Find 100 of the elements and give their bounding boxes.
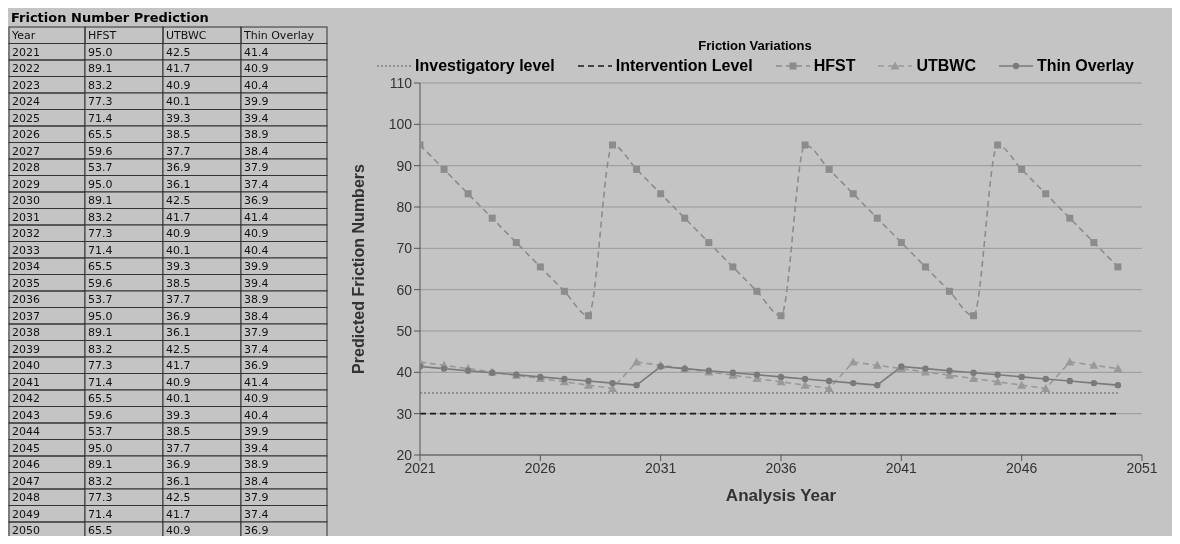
data-label: 37.7: [166, 441, 191, 455]
point: [970, 369, 977, 376]
data-label: 37.4: [244, 177, 269, 191]
point: [874, 381, 881, 389]
point: [970, 312, 978, 320]
data-label: 39.3: [166, 260, 191, 273]
data-label: 38.9: [244, 128, 269, 141]
point: [1090, 239, 1098, 247]
data-label: 38.5: [166, 425, 191, 438]
point: [993, 377, 1003, 386]
point: [825, 165, 833, 173]
point: [1065, 357, 1075, 366]
data-label: 39.4: [244, 111, 269, 125]
point: [632, 357, 642, 366]
y-tick-label: 2047: [12, 474, 40, 488]
data-label: 36.9: [166, 458, 191, 471]
data-label: 77.3: [88, 227, 113, 240]
data-label: 39.3: [166, 408, 191, 422]
data-label: 42.5: [166, 342, 191, 356]
point: [824, 383, 834, 392]
point: [946, 367, 953, 374]
y-tick-label: 2031: [12, 210, 40, 224]
point: [848, 357, 858, 366]
x-tick-label: 2036: [765, 459, 797, 476]
data-label: 83.2: [88, 342, 113, 356]
point: [633, 165, 641, 173]
point: [753, 287, 761, 295]
data-label: 65.5: [88, 260, 113, 273]
point: [801, 141, 809, 149]
point: [1113, 364, 1123, 373]
data-label: 53.7: [88, 425, 113, 438]
data-label: 42.5: [166, 45, 191, 59]
y-tick-label: 20: [396, 446, 413, 463]
x-tick-label: 2051: [1126, 459, 1158, 476]
point: [1114, 381, 1122, 389]
y-tick-label: 50: [396, 322, 413, 339]
data-label: 65.5: [88, 128, 113, 141]
point: [560, 287, 568, 295]
data-label: 40.1: [166, 392, 191, 405]
point: [657, 190, 665, 198]
y-tick-label: 2032: [12, 227, 40, 240]
data-label: 42.5: [166, 194, 191, 207]
data-label: 71.4: [88, 375, 113, 389]
point: [1089, 360, 1099, 369]
data-label: 83.2: [88, 210, 113, 224]
chart-title: Friction Number Prediction: [11, 10, 209, 25]
legend-label: Investigatory level: [414, 57, 555, 75]
y-tick-label: 2028: [12, 161, 40, 174]
point: [825, 377, 833, 385]
y-tick-label: 2045: [12, 441, 40, 455]
point: [705, 239, 713, 247]
point: [994, 141, 1002, 149]
data-label: 40.9: [244, 62, 269, 75]
data-label: 77.3: [88, 491, 113, 504]
data-label: 41.4: [244, 375, 269, 389]
point: [584, 312, 592, 320]
point: [753, 371, 761, 379]
data-label: 38.9: [244, 293, 269, 306]
data-label: 40.4: [244, 408, 269, 422]
data-label: 38.9: [244, 458, 269, 471]
y-tick-label: 2022: [12, 62, 40, 75]
y-tick-label: 2027: [12, 144, 40, 158]
data-label: 36.9: [166, 161, 191, 174]
y-tick-label: 2048: [12, 491, 40, 504]
x-tick-label: 2046: [1006, 459, 1038, 476]
x-tick-label: 2041: [885, 459, 918, 476]
data-label: 40.4: [244, 78, 269, 92]
data-label: 95.0: [88, 177, 113, 191]
point: [536, 263, 544, 271]
data-label: 39.9: [244, 260, 269, 273]
y-tick-label: 70: [396, 240, 413, 257]
data-label: 37.7: [166, 293, 191, 306]
x-tick-label: UTBWC: [166, 29, 207, 42]
data-label: 41.4: [244, 45, 269, 59]
data-label: 40.9: [166, 375, 191, 389]
point: [512, 239, 520, 247]
data-label: 40.1: [166, 243, 191, 257]
point: [922, 365, 929, 372]
data-label: 41.7: [166, 507, 191, 521]
data-label: 39.9: [244, 95, 269, 108]
data-label: 65.5: [88, 392, 113, 405]
y-tick-label: 2029: [12, 177, 40, 191]
y-tick-label: 2044: [12, 425, 40, 438]
y-tick-label: 2039: [12, 342, 40, 356]
point: [681, 214, 689, 222]
data-label: 71.4: [88, 111, 113, 125]
data-label: 38.4: [244, 474, 269, 488]
point: [777, 312, 785, 320]
data-label: 37.9: [244, 326, 269, 339]
data-label: 41.4: [244, 210, 269, 224]
legend-label: HFST: [812, 57, 856, 75]
point: [440, 365, 448, 372]
y-tick-label: 2040: [12, 359, 40, 372]
data-label: 89.1: [88, 194, 113, 207]
y-tick-label: 2026: [12, 128, 40, 141]
point: [921, 263, 929, 271]
data-label: 37.9: [244, 161, 269, 174]
y-tick-label: 2049: [12, 507, 40, 521]
y-tick-label: 2021: [12, 45, 40, 59]
data-label: 89.1: [88, 62, 113, 75]
